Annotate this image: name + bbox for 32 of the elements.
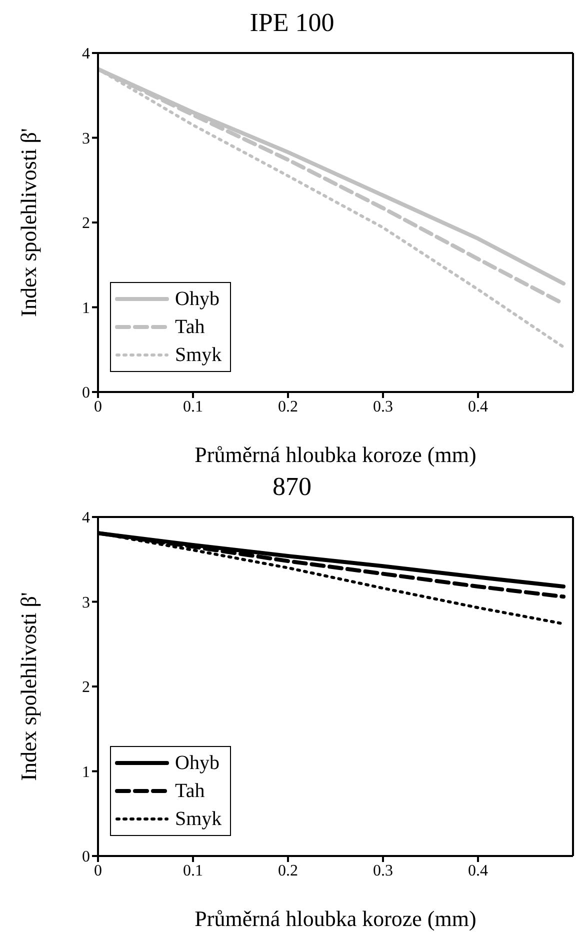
x-tick-label: 0.2 — [278, 398, 298, 416]
y-axis-title: Index spolehlivosti β' — [16, 128, 41, 317]
x-tick-label: 0 — [94, 398, 102, 416]
x-tick-label: 0.4 — [468, 398, 488, 416]
x-axis-title: Průměrná hloubka koroze (mm) — [194, 442, 476, 467]
y-tick-label: 2 — [82, 215, 90, 232]
legend-label: Tah — [175, 316, 205, 338]
y-tick-label: 0 — [82, 384, 90, 402]
y-tick-label: 3 — [82, 130, 90, 148]
x-tick-label: 0.1 — [183, 398, 203, 416]
y-tick-label: 1 — [82, 300, 90, 317]
y-tick-label: 0 — [82, 848, 90, 866]
x-tick-label: 0.1 — [183, 862, 203, 880]
x-tick-label: 0.3 — [373, 398, 393, 416]
y-tick-label: 4 — [82, 510, 90, 527]
x-tick-label: 0.2 — [278, 862, 298, 880]
legend-label: Ohyb — [175, 288, 220, 310]
x-tick-label: 0 — [94, 862, 102, 880]
legend-label: Ohyb — [175, 752, 220, 774]
x-axis-title: Průměrná hloubka koroze (mm) — [194, 906, 476, 931]
y-tick-label: 3 — [82, 594, 90, 612]
chart-title: IPE 100 — [248, 8, 336, 39]
legend-label: Smyk — [175, 344, 222, 366]
x-tick-label: 0.3 — [373, 862, 393, 880]
x-tick-label: 0.4 — [468, 862, 488, 880]
chart-title: 870 — [272, 472, 312, 503]
y-tick-label: 1 — [82, 764, 90, 781]
y-axis-title: Index spolehlivosti β' — [16, 592, 41, 781]
legend-label: Smyk — [175, 808, 222, 830]
y-tick-label: 4 — [82, 46, 90, 63]
y-tick-label: 2 — [82, 679, 90, 696]
legend-label: Tah — [175, 780, 205, 802]
